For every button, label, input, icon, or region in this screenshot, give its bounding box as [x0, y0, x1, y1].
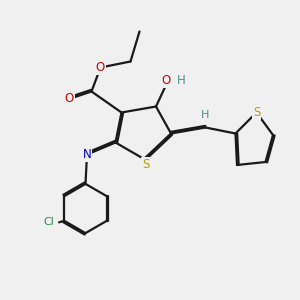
Text: H: H — [201, 110, 210, 121]
Text: S: S — [253, 106, 260, 119]
Text: S: S — [142, 158, 149, 171]
Text: N: N — [82, 148, 91, 161]
Text: O: O — [161, 74, 170, 87]
Text: H: H — [177, 74, 186, 87]
Text: O: O — [64, 92, 74, 106]
Text: O: O — [96, 61, 105, 74]
Text: Cl: Cl — [43, 217, 54, 227]
